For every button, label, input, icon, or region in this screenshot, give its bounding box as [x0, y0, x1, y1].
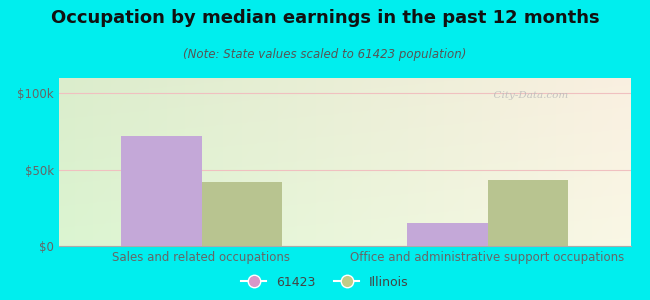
Text: (Note: State values scaled to 61423 population): (Note: State values scaled to 61423 popu… — [183, 48, 467, 61]
Bar — [488, 180, 567, 246]
Bar — [202, 182, 281, 246]
Legend: 61423, Illinois: 61423, Illinois — [236, 271, 414, 294]
Text: Occupation by median earnings in the past 12 months: Occupation by median earnings in the pas… — [51, 9, 599, 27]
Bar — [408, 223, 488, 246]
Bar — [122, 136, 202, 246]
Text: City-Data.com: City-Data.com — [487, 92, 568, 100]
